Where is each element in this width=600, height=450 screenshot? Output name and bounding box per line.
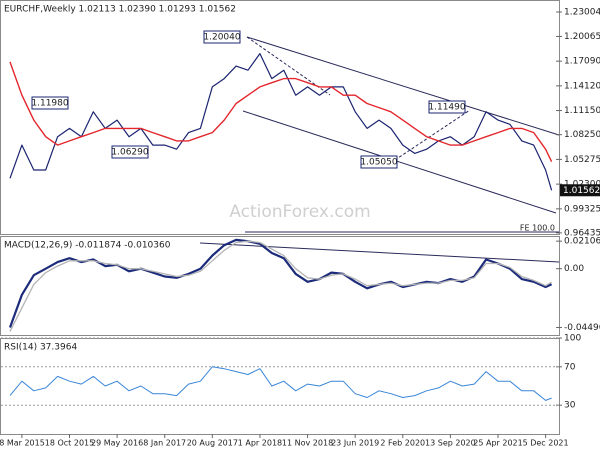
channel-lower (242, 110, 557, 214)
x-tick-label: 18 Oct 2015 (45, 439, 94, 448)
y-tick-label: 0.021063 (564, 237, 600, 247)
x-tick-label: 1 Apr 2018 (238, 439, 282, 448)
x-tick-label: 11 Nov 2018 (282, 439, 333, 448)
x-tick-label: 13 Sep 2020 (425, 439, 476, 448)
x-tick-label: 5 Dec 2021 (523, 439, 569, 448)
series-line (9, 61, 553, 163)
panel-title: EURCHF,Weekly 1.02113 1.02390 1.01293 1.… (4, 5, 236, 15)
annotation-box (31, 96, 69, 110)
y-tick-label: 0.96435 (564, 228, 600, 238)
y-tick-label: -0.044965 (564, 323, 600, 333)
x-tick-label: 25 Apr 2021 (473, 439, 522, 448)
x-tick-label: 8 Jan 2017 (143, 439, 186, 448)
price-box (560, 184, 600, 197)
y-tick-label: 1.08250 (564, 130, 600, 140)
y-tick-label: 1.14120 (564, 81, 600, 91)
annotation-box (203, 30, 241, 44)
annotation-box (111, 145, 149, 159)
annotation-label: 1.06290 (111, 148, 148, 158)
macd-panel (0, 236, 560, 336)
y-tick-label: 1.05275 (564, 155, 600, 165)
annotation-box (360, 155, 398, 169)
y-tick-label: 0.99325 (564, 204, 600, 214)
macd-trendline (199, 242, 560, 263)
x-tick-label: 29 May 2016 (91, 439, 143, 448)
dashed-leg (246, 36, 331, 96)
y-tick-label: 30 (564, 401, 576, 411)
annotation-label: 1.20040 (203, 33, 240, 43)
price-panel (0, 0, 560, 235)
x-tick-label: 20 Aug 2017 (187, 439, 238, 448)
series-line (9, 366, 552, 401)
panel-title: RSI(14) 37.3964 (4, 343, 77, 353)
y-tick-label: 100 (564, 334, 581, 344)
annotation-label: 1.11980 (31, 99, 68, 109)
y-tick-label: 1.11150 (564, 106, 600, 116)
x-tick-label: 8 Mar 2015 (0, 439, 45, 448)
watermark: ActionForex.com (229, 202, 370, 222)
series-line (9, 53, 553, 191)
rsi-panel (0, 338, 560, 435)
y-tick-label: 1.23004 (564, 8, 600, 18)
channel-upper (246, 36, 560, 136)
y-tick-label: 1.17090 (564, 57, 600, 67)
dashed-leg (394, 109, 471, 161)
x-tick-label: 23 Jun 2019 (331, 439, 379, 448)
panel-title: MACD(12,26,9) -0.011874 -0.010360 (4, 241, 171, 251)
price-label: 1.01562 (563, 186, 600, 196)
x-tick-label: 2 Feb 2020 (380, 439, 425, 448)
y-tick-label: 70 (564, 362, 576, 372)
series-line (9, 240, 552, 332)
annotation-box (428, 100, 466, 114)
y-tick-label: 0.00 (564, 264, 584, 274)
y-tick-label: 1.20065 (564, 32, 600, 42)
annotation-label: FE 100.0 (520, 224, 555, 233)
annotation-label: 1.05050 (360, 158, 397, 168)
annotation-label: 1.11490 (428, 103, 465, 113)
